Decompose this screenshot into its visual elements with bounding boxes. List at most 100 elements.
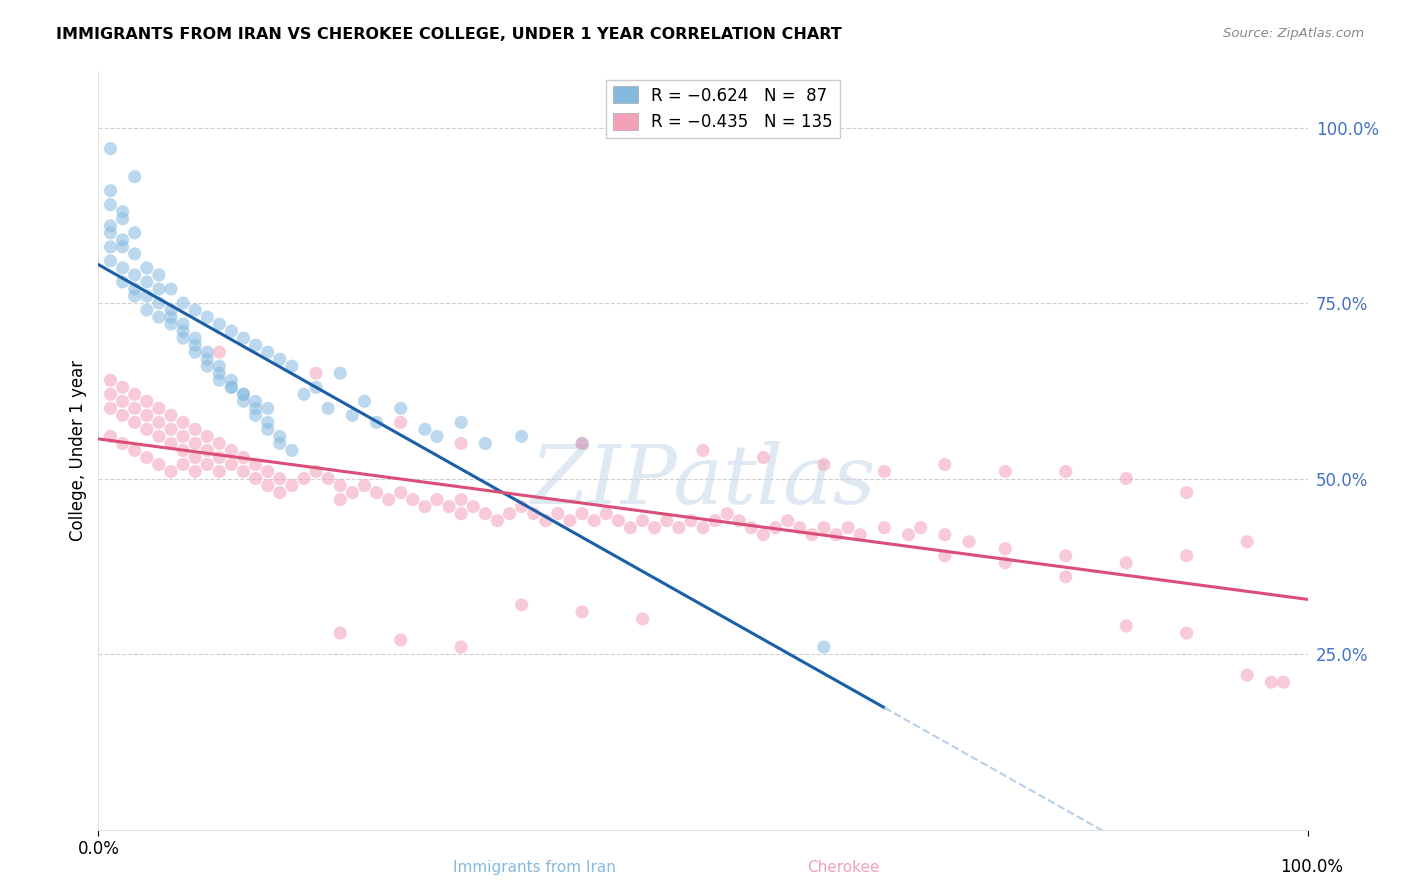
- Point: [195, 359, 218, 374]
- Point: [100, 387, 122, 401]
- Point: [510, 598, 533, 612]
- Point: [124, 247, 146, 261]
- Point: [474, 436, 496, 450]
- Point: [1175, 549, 1198, 563]
- Point: [100, 429, 122, 443]
- Point: [148, 268, 170, 282]
- Point: [172, 429, 194, 443]
- Point: [329, 626, 352, 640]
- Point: [534, 514, 557, 528]
- Point: [232, 394, 254, 409]
- Point: [135, 450, 157, 465]
- Point: [595, 507, 617, 521]
- Point: [631, 612, 654, 626]
- Point: [450, 492, 472, 507]
- Point: [281, 359, 304, 374]
- Point: [148, 296, 170, 310]
- Point: [135, 394, 157, 409]
- Point: [160, 282, 183, 296]
- Point: [208, 373, 231, 387]
- Point: [329, 492, 352, 507]
- Point: [474, 507, 496, 521]
- Point: [813, 640, 835, 654]
- Point: [160, 409, 183, 423]
- Point: [100, 184, 122, 198]
- Point: [124, 268, 146, 282]
- Point: [256, 422, 278, 436]
- Point: [111, 240, 134, 254]
- Point: [245, 471, 267, 485]
- Point: [160, 310, 183, 324]
- Point: [160, 436, 183, 450]
- Point: [813, 458, 835, 472]
- Point: [450, 507, 472, 521]
- Point: [124, 401, 146, 416]
- Point: [111, 380, 134, 394]
- Point: [124, 169, 146, 184]
- Point: [208, 436, 231, 450]
- Point: [619, 521, 641, 535]
- Point: [269, 352, 291, 367]
- Point: [305, 380, 328, 394]
- Point: [281, 478, 304, 492]
- Point: [135, 260, 157, 275]
- Point: [221, 380, 243, 394]
- Point: [800, 527, 823, 541]
- Point: [1054, 465, 1077, 479]
- Point: [172, 324, 194, 338]
- Point: [353, 478, 375, 492]
- Point: [100, 198, 122, 212]
- Point: [269, 429, 291, 443]
- Point: [329, 366, 352, 380]
- Point: [1115, 556, 1137, 570]
- Point: [256, 401, 278, 416]
- Point: [607, 514, 630, 528]
- Point: [208, 366, 231, 380]
- Point: [100, 219, 122, 233]
- Point: [413, 500, 436, 514]
- Point: [498, 507, 520, 521]
- Point: [184, 436, 207, 450]
- Point: [426, 429, 449, 443]
- Point: [571, 605, 593, 619]
- Point: [1260, 675, 1282, 690]
- Point: [402, 492, 425, 507]
- Text: Cherokee: Cherokee: [807, 861, 880, 875]
- Point: [111, 211, 134, 226]
- Point: [111, 233, 134, 247]
- Point: [100, 142, 122, 156]
- Point: [789, 521, 811, 535]
- Point: [124, 416, 146, 430]
- Point: [232, 387, 254, 401]
- Point: [195, 345, 218, 359]
- Point: [437, 500, 460, 514]
- Point: [305, 366, 328, 380]
- Point: [221, 324, 243, 338]
- Point: [704, 514, 727, 528]
- Point: [269, 471, 291, 485]
- Point: [1054, 549, 1077, 563]
- Point: [631, 514, 654, 528]
- Point: [1272, 675, 1295, 690]
- Point: [148, 429, 170, 443]
- Point: [692, 521, 714, 535]
- Point: [208, 317, 231, 331]
- Point: [329, 478, 352, 492]
- Point: [269, 485, 291, 500]
- Point: [849, 527, 872, 541]
- Point: [897, 527, 920, 541]
- Point: [172, 331, 194, 345]
- Point: [957, 534, 980, 549]
- Point: [1175, 626, 1198, 640]
- Text: IMMIGRANTS FROM IRAN VS CHEROKEE COLLEGE, UNDER 1 YEAR CORRELATION CHART: IMMIGRANTS FROM IRAN VS CHEROKEE COLLEGE…: [56, 27, 842, 42]
- Point: [135, 289, 157, 303]
- Point: [1236, 534, 1258, 549]
- Point: [148, 458, 170, 472]
- Point: [111, 260, 134, 275]
- Point: [195, 458, 218, 472]
- Point: [221, 380, 243, 394]
- Point: [245, 401, 267, 416]
- Point: [644, 521, 666, 535]
- Point: [100, 240, 122, 254]
- Point: [184, 331, 207, 345]
